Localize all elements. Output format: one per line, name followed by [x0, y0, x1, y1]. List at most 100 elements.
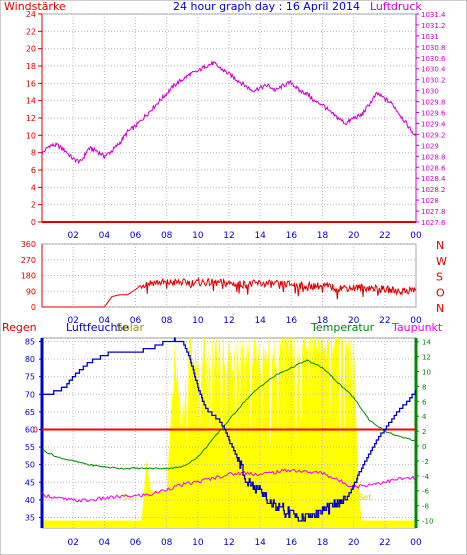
- tick-label: 85: [25, 338, 35, 347]
- x-tick-label: 08: [161, 316, 173, 326]
- tick-label: 2: [31, 201, 36, 210]
- pressure-label: Luftdruck: [370, 0, 422, 13]
- tick-label: 75: [25, 373, 35, 382]
- x-tick-label: 20: [348, 231, 360, 241]
- tick-label: 24: [26, 10, 36, 19]
- tick-label: 8: [31, 149, 36, 158]
- tick-label: 10: [422, 369, 431, 377]
- tick-label: 60: [25, 425, 35, 434]
- dewpoint-series-line: [41, 468, 417, 503]
- tick-label: 1028.4: [421, 175, 446, 183]
- tick-label: 1027.6: [421, 219, 446, 227]
- tick-label: -4: [422, 473, 430, 481]
- tick-label: 45: [25, 478, 35, 487]
- tick-label: 1030.2: [421, 77, 446, 85]
- tick-label: -8: [422, 503, 429, 511]
- tick-label: 1029.2: [421, 131, 446, 139]
- tick-label: 1028.8: [421, 153, 446, 161]
- x-tick-label: 22: [379, 231, 390, 241]
- tick-label: 90: [26, 287, 36, 296]
- tick-label: 16: [26, 79, 36, 88]
- x-tick-label: 18: [317, 316, 329, 326]
- tick-label: 22: [26, 27, 36, 36]
- wind-speed-label: Windstärke: [4, 0, 66, 13]
- x-tick-label: 08: [161, 231, 173, 241]
- tick-label: 1031.2: [421, 22, 446, 30]
- x-tick-label: 14: [254, 538, 266, 548]
- x-tick-label: 14: [254, 316, 266, 326]
- tick-label: 8: [422, 383, 426, 391]
- humidity-series-line: [42, 337, 416, 522]
- tick-label: 270: [21, 256, 36, 265]
- x-tick-label: 12: [223, 316, 234, 326]
- tick-label: 14: [422, 339, 431, 347]
- tick-label: -2: [422, 458, 429, 466]
- tick-label: 6: [31, 166, 36, 175]
- tick-label: 6: [422, 398, 427, 406]
- compass-label: W: [436, 255, 447, 268]
- solar-area: [42, 338, 416, 528]
- x-tick-label: 00: [410, 538, 422, 548]
- x-tick-label: 12: [223, 538, 234, 548]
- x-tick-label: 20: [348, 538, 360, 548]
- x-tick-label: 06: [130, 231, 142, 241]
- x-tick-label: 22: [379, 538, 390, 548]
- compass-label: S: [436, 271, 443, 284]
- tick-label: 50: [25, 461, 35, 470]
- temperature-label: Temperatur: [310, 321, 375, 334]
- x-tick-label: 02: [67, 231, 78, 241]
- x-tick-label: 06: [130, 316, 142, 326]
- x-tick-label: 22: [379, 316, 390, 326]
- x-tick-label: 06: [130, 538, 142, 548]
- tick-label: 1031.4: [421, 11, 446, 19]
- compass-label: N: [436, 302, 444, 315]
- tick-label: 14: [26, 97, 36, 106]
- tick-label: 12: [422, 354, 431, 362]
- tick-label: 1029: [421, 142, 439, 150]
- tick-label: 12: [26, 114, 36, 123]
- tick-label: 1029.6: [421, 110, 446, 118]
- tick-label: 180: [21, 272, 36, 281]
- humidity-label: Luftfeuchte: [66, 321, 129, 334]
- tick-label: 360: [21, 240, 36, 249]
- tick-label: -6: [422, 488, 430, 496]
- tick-label: 2: [422, 428, 426, 436]
- solar-label: Solar: [116, 321, 145, 334]
- tick-label: 1028.2: [421, 186, 446, 194]
- x-tick-label: 02: [67, 316, 78, 326]
- tick-label: 0: [31, 218, 36, 227]
- tick-label: 0: [31, 303, 36, 312]
- x-tick-label: 02: [67, 538, 78, 548]
- tick-label: 4: [422, 413, 427, 421]
- tick-label: 18: [26, 62, 36, 71]
- pressure-panel: 0246810121416182022241027.61027.81028102…: [26, 10, 446, 241]
- sunrise-label: Sun: [122, 493, 137, 502]
- tick-label: 1029.4: [421, 120, 446, 128]
- chart-title: 24 hour graph day : 16 April 2014: [173, 0, 360, 13]
- x-tick-label: 00: [410, 316, 422, 326]
- tick-label: 1028.6: [421, 164, 446, 172]
- tick-label: 1031: [421, 33, 439, 41]
- tick-label: 1030.4: [421, 66, 446, 74]
- pressure-series-line: [41, 59, 417, 165]
- x-tick-label: 04: [99, 538, 111, 548]
- tick-label: 80: [25, 355, 35, 364]
- x-tick-label: 04: [99, 316, 111, 326]
- compass-label: N: [436, 239, 444, 252]
- wind-direction-series-line: [42, 277, 417, 308]
- tick-label: 35: [25, 513, 35, 522]
- dewpoint-label: Taupunkt: [391, 321, 443, 334]
- x-tick-label: 10: [192, 316, 204, 326]
- tick-label: 10: [26, 131, 36, 140]
- temperature-series-line: [41, 359, 417, 470]
- x-tick-label: 18: [317, 231, 329, 241]
- tick-label: -10: [422, 518, 433, 526]
- tick-label: 55: [25, 443, 35, 452]
- tick-label: 65: [25, 408, 35, 417]
- tick-label: 1029.8: [421, 99, 446, 107]
- tick-label: 1027.8: [421, 208, 446, 216]
- tick-label: 1030.6: [421, 55, 446, 63]
- tick-label: 40: [25, 496, 35, 505]
- tick-label: 1030.8: [421, 44, 446, 52]
